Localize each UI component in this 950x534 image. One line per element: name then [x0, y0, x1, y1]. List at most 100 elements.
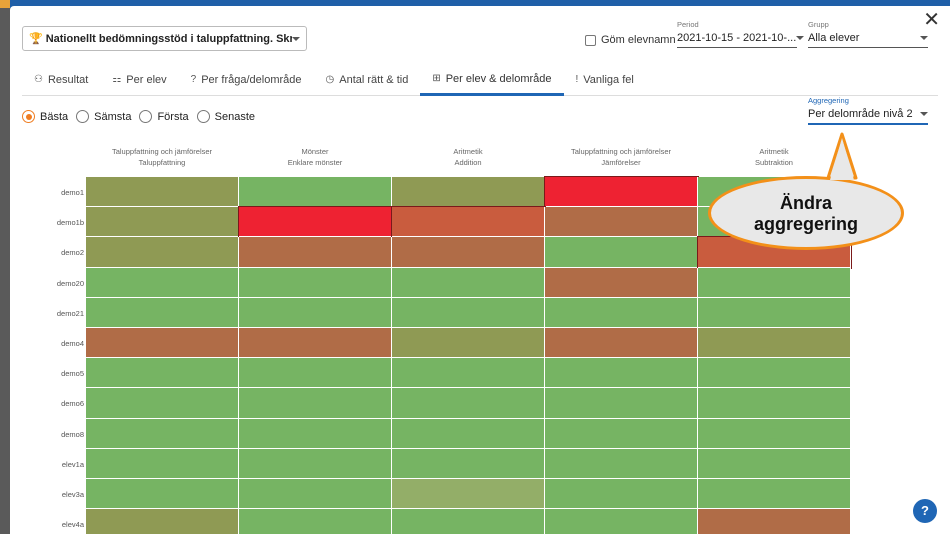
tab-per-fraga[interactable]: ? Per fråga/delområde	[179, 64, 314, 95]
radio-circle[interactable]	[139, 110, 153, 123]
heatmap-cell[interactable]	[545, 509, 698, 534]
heatmap-cell[interactable]	[239, 448, 392, 479]
heatmap-cell[interactable]	[391, 206, 546, 239]
heatmap-cell[interactable]	[86, 418, 239, 449]
heatmap-cell[interactable]	[544, 175, 699, 209]
row-label: elev1a	[61, 459, 84, 469]
heatmap-cell[interactable]	[239, 267, 392, 298]
aggregation-select[interactable]: Aggregering Per delområde nivå 2	[808, 96, 928, 125]
heatmap-cell[interactable]	[698, 479, 851, 510]
heatmap-cell[interactable]	[545, 237, 698, 268]
heatmap-cell[interactable]	[239, 358, 392, 389]
heatmap-cell[interactable]	[239, 509, 392, 534]
heatmap-cell[interactable]	[392, 418, 545, 449]
help-icon: ?	[921, 503, 929, 518]
column-header: Mönster Enklare mönster	[239, 146, 391, 168]
radio-circle[interactable]	[22, 110, 35, 123]
heatmap-cell[interactable]	[545, 479, 698, 510]
radio-circle[interactable]	[196, 110, 210, 123]
heatmap-cell[interactable]	[239, 177, 392, 208]
heatmap-cell[interactable]	[239, 328, 392, 359]
heatmap-cell[interactable]	[239, 297, 392, 328]
heatmap-cell[interactable]	[239, 237, 392, 268]
heatmap-cell[interactable]	[239, 388, 392, 419]
period-select[interactable]: Period 2021-10-15 - 2021-10-...	[677, 20, 805, 48]
heatmap-cell[interactable]	[239, 479, 392, 510]
heatmap-grid	[86, 175, 852, 534]
heatmap-cell[interactable]	[545, 267, 698, 298]
heatmap-cell[interactable]	[392, 509, 545, 534]
annotation-callout: Ändra aggregering	[708, 176, 904, 250]
heatmap-cell[interactable]	[392, 237, 545, 268]
heatmap-cell[interactable]	[86, 297, 239, 328]
heatmap-cell[interactable]	[545, 207, 698, 238]
heatmap-cell[interactable]	[86, 177, 239, 208]
heatmap-cell[interactable]	[392, 267, 545, 298]
heatmap-cell[interactable]	[698, 358, 851, 389]
tab-antal-ratt[interactable]: ◷ Antal rätt & tid	[314, 64, 421, 95]
heatmap-cell[interactable]	[86, 388, 239, 419]
heatmap-cell[interactable]	[545, 418, 698, 449]
heatmap-cell[interactable]	[86, 237, 239, 268]
help-button[interactable]: ?	[913, 499, 937, 523]
heatmap-cell[interactable]	[698, 448, 851, 479]
heatmap-cell[interactable]	[545, 297, 698, 328]
heatmap-cell[interactable]	[86, 358, 239, 389]
heatmap-cell[interactable]	[392, 297, 545, 328]
heatmap-cell[interactable]	[392, 388, 545, 419]
tab-label: Resultat	[47, 73, 89, 86]
people-icon: ⚇	[34, 74, 43, 85]
tab-vanliga-fel[interactable]: ! Vanliga fel	[564, 64, 646, 95]
row-label: demo20	[56, 278, 84, 288]
heatmap-cell[interactable]	[86, 479, 239, 510]
heatmap-cell[interactable]	[698, 297, 851, 328]
radio-circle[interactable]	[76, 110, 90, 123]
column-area: Taluppfattning och jämförelser	[111, 147, 213, 156]
hide-names-label: Göm elevnamn	[601, 34, 676, 46]
heatmap-cell[interactable]	[545, 388, 698, 419]
radio-label: Sämsta	[94, 110, 132, 123]
heatmap-cell[interactable]	[86, 509, 239, 534]
heatmap-cell[interactable]	[545, 328, 698, 359]
exclamation-icon: !	[575, 74, 579, 85]
trophy-icon: 🏆	[29, 33, 43, 45]
heatmap-cell[interactable]	[86, 267, 239, 298]
heatmap-cell[interactable]	[239, 418, 392, 449]
close-icon[interactable]: ✕	[923, 9, 940, 31]
column-subarea: Subtraktion	[755, 158, 793, 167]
heatmap-cell[interactable]	[392, 328, 545, 359]
group-select[interactable]: Grupp Alla elever	[808, 20, 928, 48]
heatmap-cell[interactable]	[86, 207, 239, 238]
row-label: demo21	[56, 308, 84, 318]
hide-names-checkbox[interactable]: Göm elevnamn	[585, 34, 676, 46]
group-value: Alla elever	[808, 32, 860, 44]
radio-forsta[interactable]: Första	[139, 110, 189, 123]
heatmap-cell[interactable]	[698, 418, 851, 449]
tab-per-elev-delomrade[interactable]: ⊞ Per elev & delområde	[420, 64, 564, 96]
heatmap-cell[interactable]	[698, 388, 851, 419]
radio-senaste[interactable]: Senaste	[196, 110, 255, 123]
heatmap-cell[interactable]	[86, 328, 239, 359]
tab-resultat[interactable]: ⚇ Resultat	[22, 64, 100, 95]
tab-per-elev[interactable]: ⚏ Per elev	[100, 64, 178, 95]
radio-samsta[interactable]: Sämsta	[76, 110, 131, 123]
heatmap-cell[interactable]	[392, 479, 545, 510]
chevron-down-icon	[920, 112, 928, 116]
heatmap-cell[interactable]	[545, 358, 698, 389]
heatmap-cell[interactable]	[698, 267, 851, 298]
test-selector[interactable]: 🏆 Nationellt bedömningsstöd i taluppfatt…	[22, 26, 307, 51]
tab-bar: ⚇ Resultat ⚏ Per elev ? Per fråga/delområde…	[22, 64, 938, 96]
heatmap-cell[interactable]	[86, 448, 239, 479]
chevron-down-icon	[292, 36, 300, 41]
heatmap-cell[interactable]	[392, 448, 545, 479]
clock-icon: ◷	[325, 74, 335, 85]
heatmap-cell[interactable]	[698, 328, 851, 359]
heatmap-cell[interactable]	[545, 448, 698, 479]
radio-label: Bästa	[40, 110, 69, 123]
radio-basta[interactable]: Bästa	[22, 110, 68, 123]
checkbox-box[interactable]	[585, 34, 596, 46]
heatmap-cell[interactable]	[392, 358, 545, 389]
heatmap-cell[interactable]	[392, 177, 545, 208]
heatmap-cell[interactable]	[698, 509, 851, 534]
heatmap-cell[interactable]	[238, 206, 393, 239]
